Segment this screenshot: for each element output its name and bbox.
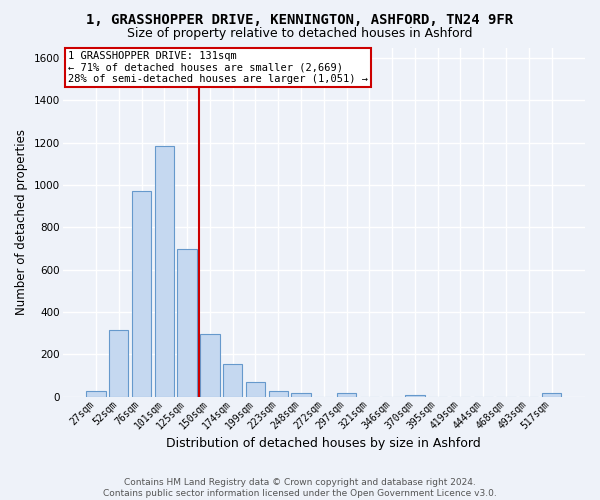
Bar: [223, 364, 242, 396]
Bar: [269, 390, 288, 396]
Bar: [200, 334, 220, 396]
Text: Contains HM Land Registry data © Crown copyright and database right 2024.
Contai: Contains HM Land Registry data © Crown c…: [103, 478, 497, 498]
Y-axis label: Number of detached properties: Number of detached properties: [15, 129, 28, 315]
Bar: [246, 382, 265, 396]
Bar: [155, 146, 174, 397]
Text: 1, GRASSHOPPER DRIVE, KENNINGTON, ASHFORD, TN24 9FR: 1, GRASSHOPPER DRIVE, KENNINGTON, ASHFOR…: [86, 12, 514, 26]
Bar: [132, 192, 151, 396]
Bar: [86, 392, 106, 396]
X-axis label: Distribution of detached houses by size in Ashford: Distribution of detached houses by size …: [166, 437, 481, 450]
Bar: [337, 393, 356, 396]
Bar: [178, 248, 197, 396]
Bar: [109, 330, 128, 396]
Text: 1 GRASSHOPPER DRIVE: 131sqm
← 71% of detached houses are smaller (2,669)
28% of : 1 GRASSHOPPER DRIVE: 131sqm ← 71% of det…: [68, 51, 368, 84]
Bar: [542, 393, 561, 396]
Bar: [292, 393, 311, 396]
Bar: [405, 394, 425, 396]
Text: Size of property relative to detached houses in Ashford: Size of property relative to detached ho…: [127, 28, 473, 40]
